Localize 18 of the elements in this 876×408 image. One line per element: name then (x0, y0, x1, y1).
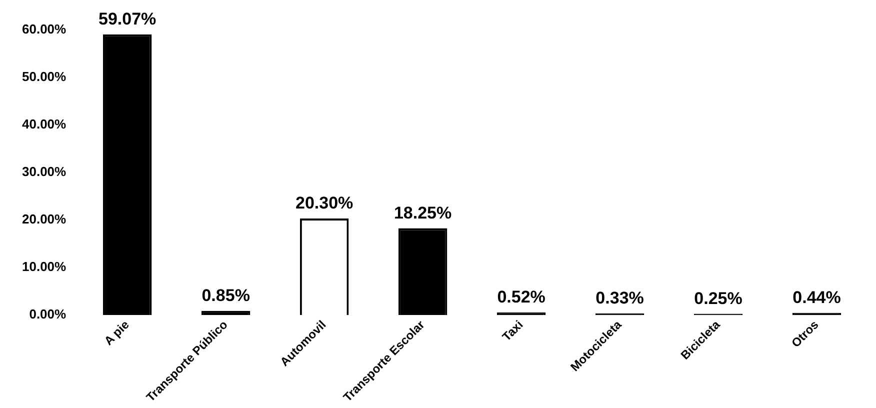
data-label: 20.30% (295, 194, 354, 213)
y-tick-label: 0.00% (29, 306, 67, 322)
y-tick-label: 10.00% (22, 259, 67, 274)
data-label: 18.25% (394, 203, 452, 222)
data-label: 0.44% (792, 288, 841, 308)
data-label: 0.85% (202, 286, 250, 306)
data-label: 0.52% (497, 288, 546, 307)
data-label: 0.25% (694, 288, 742, 308)
bar (201, 310, 250, 315)
y-tick-label: 50.00% (22, 69, 67, 84)
data-label: 59.07% (98, 10, 156, 29)
y-tick-label: 40.00% (22, 116, 67, 132)
data-label: 0.33% (596, 288, 644, 308)
x-tick-label: A pie (101, 317, 132, 348)
x-tick-label: Taxi (500, 318, 526, 344)
y-tick-label: 30.00% (22, 164, 67, 180)
y-tick-label: 60.00% (22, 22, 67, 37)
y-tick-label: 20.00% (22, 212, 67, 227)
